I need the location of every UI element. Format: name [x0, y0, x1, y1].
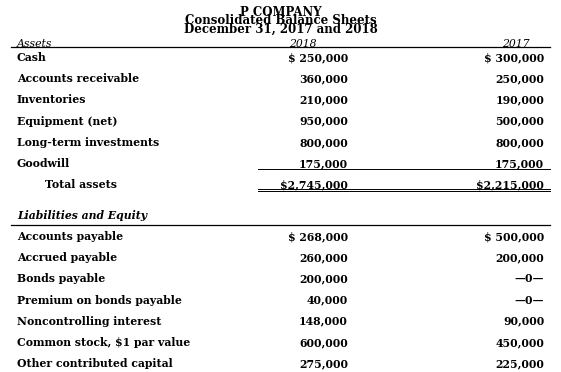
Text: 2018: 2018	[289, 39, 317, 49]
Text: 225,000: 225,000	[495, 358, 544, 369]
Text: 450,000: 450,000	[495, 337, 544, 348]
Text: 800,000: 800,000	[495, 137, 544, 148]
Text: 360,000: 360,000	[299, 73, 348, 84]
Text: 90,000: 90,000	[503, 316, 544, 327]
Text: 148,000: 148,000	[299, 316, 348, 327]
Text: Premium on bonds payable: Premium on bonds payable	[17, 295, 182, 306]
Text: Liabilities and Equity: Liabilities and Equity	[17, 210, 147, 221]
Text: Assets: Assets	[17, 39, 52, 49]
Text: P COMPANY: P COMPANY	[240, 6, 321, 19]
Text: Bonds payable: Bonds payable	[17, 273, 105, 285]
Text: 200,000: 200,000	[495, 252, 544, 263]
Text: Long-term investments: Long-term investments	[17, 137, 159, 148]
Text: $2,215,000: $2,215,000	[476, 179, 544, 190]
Text: 40,000: 40,000	[306, 295, 348, 306]
Text: Other contributed capital: Other contributed capital	[17, 358, 173, 369]
Text: 950,000: 950,000	[299, 116, 348, 127]
Text: —0—: —0—	[514, 273, 544, 285]
Text: 190,000: 190,000	[495, 94, 544, 106]
Text: Cash: Cash	[17, 52, 47, 63]
Text: 500,000: 500,000	[495, 116, 544, 127]
Text: Common stock, $1 par value: Common stock, $1 par value	[17, 337, 190, 348]
Text: $ 250,000: $ 250,000	[288, 52, 348, 63]
Text: Total assets: Total assets	[45, 179, 117, 190]
Text: —0—: —0—	[514, 295, 544, 306]
Text: 275,000: 275,000	[299, 358, 348, 369]
Text: 210,000: 210,000	[299, 94, 348, 106]
Text: 175,000: 175,000	[495, 158, 544, 169]
Text: 260,000: 260,000	[299, 252, 348, 263]
Text: 175,000: 175,000	[298, 158, 348, 169]
Text: December 31, 2017 and 2018: December 31, 2017 and 2018	[183, 23, 378, 36]
Text: 2017: 2017	[502, 39, 530, 49]
Text: $ 500,000: $ 500,000	[484, 231, 544, 242]
Text: Goodwill: Goodwill	[17, 158, 70, 169]
Text: Consolidated Balance Sheets: Consolidated Balance Sheets	[185, 14, 376, 27]
Text: Accounts payable: Accounts payable	[17, 231, 123, 242]
Text: $ 268,000: $ 268,000	[288, 231, 348, 242]
Text: 800,000: 800,000	[299, 137, 348, 148]
Text: Accrued payable: Accrued payable	[17, 252, 117, 263]
Text: 250,000: 250,000	[495, 73, 544, 84]
Text: 600,000: 600,000	[299, 337, 348, 348]
Text: Accounts receivable: Accounts receivable	[17, 73, 139, 84]
Text: 200,000: 200,000	[299, 273, 348, 285]
Text: $2,745,000: $2,745,000	[280, 179, 348, 190]
Text: Noncontrolling interest: Noncontrolling interest	[17, 316, 161, 327]
Text: Inventories: Inventories	[17, 94, 86, 106]
Text: $ 300,000: $ 300,000	[484, 52, 544, 63]
Text: Equipment (net): Equipment (net)	[17, 116, 117, 127]
